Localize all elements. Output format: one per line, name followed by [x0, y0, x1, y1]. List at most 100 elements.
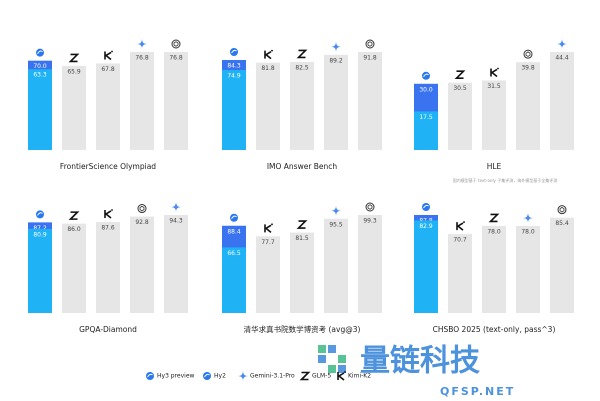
value-label: 95.5: [329, 221, 343, 228]
bar: [28, 69, 52, 150]
bar: [482, 80, 506, 150]
bar: [358, 52, 382, 150]
icon-shape: [488, 213, 500, 223]
icon-shape: [423, 73, 429, 78]
icon-shape: [139, 205, 145, 212]
icon-shape: [203, 372, 211, 380]
value-label: 81.8: [261, 65, 275, 72]
model-icon: [296, 220, 308, 229]
icon-shape: [422, 71, 430, 80]
icon-shape: [454, 70, 466, 79]
value-label: 78.0: [487, 228, 501, 235]
icon-shape: [137, 39, 147, 49]
bar: [96, 63, 120, 150]
model-icon: [146, 372, 154, 380]
model-icon: [490, 67, 499, 78]
model-icon: [422, 203, 430, 211]
value-label: 81.5: [295, 235, 309, 242]
icon-shape: [111, 50, 113, 53]
icon-shape: [137, 204, 147, 214]
icon-shape: [104, 51, 112, 61]
model-icon: [365, 202, 375, 212]
icon-shape: [423, 204, 429, 209]
value-label: 30.5: [453, 85, 467, 92]
value-label: 92.8: [135, 219, 149, 226]
icon-shape: [422, 203, 430, 211]
value-label: 65.9: [67, 68, 81, 75]
icon-shape: [146, 372, 154, 380]
model-icon: [203, 372, 211, 380]
icon-shape: [296, 220, 308, 229]
icon-shape: [36, 210, 44, 219]
value-label: 80.9: [33, 231, 47, 238]
icon-shape: [559, 206, 565, 213]
icon-shape: [230, 213, 238, 222]
model-icon: [454, 70, 466, 79]
icon-shape: [37, 50, 43, 54]
value-label: 78.0: [521, 228, 535, 235]
icon-shape: [557, 205, 567, 215]
model-icon: [264, 49, 273, 60]
icon-shape: [296, 49, 308, 59]
icon-shape: [264, 50, 272, 60]
icon-shape: [238, 371, 248, 381]
legend-label: Hy2: [214, 373, 226, 380]
icon-shape: [111, 209, 113, 211]
legend-label: Kimi-K2: [348, 373, 371, 380]
model-icon: [36, 210, 44, 219]
icon-shape: [230, 48, 238, 57]
value-label: 89.2: [329, 57, 343, 64]
value-label: 86.0: [67, 226, 81, 233]
model-icon: [238, 371, 248, 381]
value-label: 66.5: [227, 250, 241, 257]
icon-shape: [463, 221, 465, 223]
value-label: 85.4: [555, 220, 569, 227]
bar: [28, 228, 52, 313]
note: 国内模型基于 text-only 子集评测，海外模型基于全集评测: [453, 177, 557, 183]
model-icon: [104, 209, 113, 219]
icon-shape: [523, 212, 533, 223]
icon-shape: [68, 53, 80, 63]
panel-title: GPQA-Diamond: [79, 325, 137, 334]
icon-shape: [68, 211, 80, 220]
model-icon: [264, 223, 273, 233]
model-icon: [68, 211, 80, 220]
model-icon: [422, 71, 430, 80]
model-icon: [296, 49, 308, 59]
model-icon: [137, 204, 147, 214]
icon-shape: [264, 224, 272, 233]
icon-shape: [344, 371, 346, 373]
bar: [482, 225, 506, 313]
value-label: 82.5: [295, 64, 309, 71]
model-icon: [523, 212, 533, 223]
value-label: 84.3: [227, 63, 241, 70]
icon-shape: [525, 51, 531, 57]
icon-shape: [37, 212, 43, 216]
panel-title: 清华求真书院数学博资考 (avg@3): [244, 324, 361, 334]
panel-title: IMO Answer Bench: [267, 162, 338, 171]
legend-label: Gemini-3.1-Pro: [250, 373, 295, 380]
model-icon: [171, 202, 181, 212]
icon-shape: [523, 49, 533, 59]
value-label: 94.3: [169, 218, 183, 225]
icon-shape: [557, 39, 567, 49]
bar: [414, 111, 438, 150]
icon-shape: [231, 49, 237, 54]
icon-shape: [171, 39, 181, 49]
value-label: 88.4: [227, 228, 241, 235]
value-label: 70.7: [453, 237, 467, 244]
model-icon: [299, 371, 311, 381]
model-icon: [523, 49, 533, 59]
bar: [324, 218, 348, 313]
bar: [358, 215, 382, 313]
icon-shape: [204, 373, 210, 378]
icon-shape: [497, 67, 499, 70]
icon-shape: [367, 204, 373, 210]
bar: [256, 62, 280, 150]
bar: [290, 232, 314, 313]
bar: [222, 247, 246, 313]
icon-shape: [171, 202, 181, 212]
icon-shape: [365, 39, 375, 49]
bar: [256, 236, 280, 313]
model-icon: [36, 48, 44, 57]
